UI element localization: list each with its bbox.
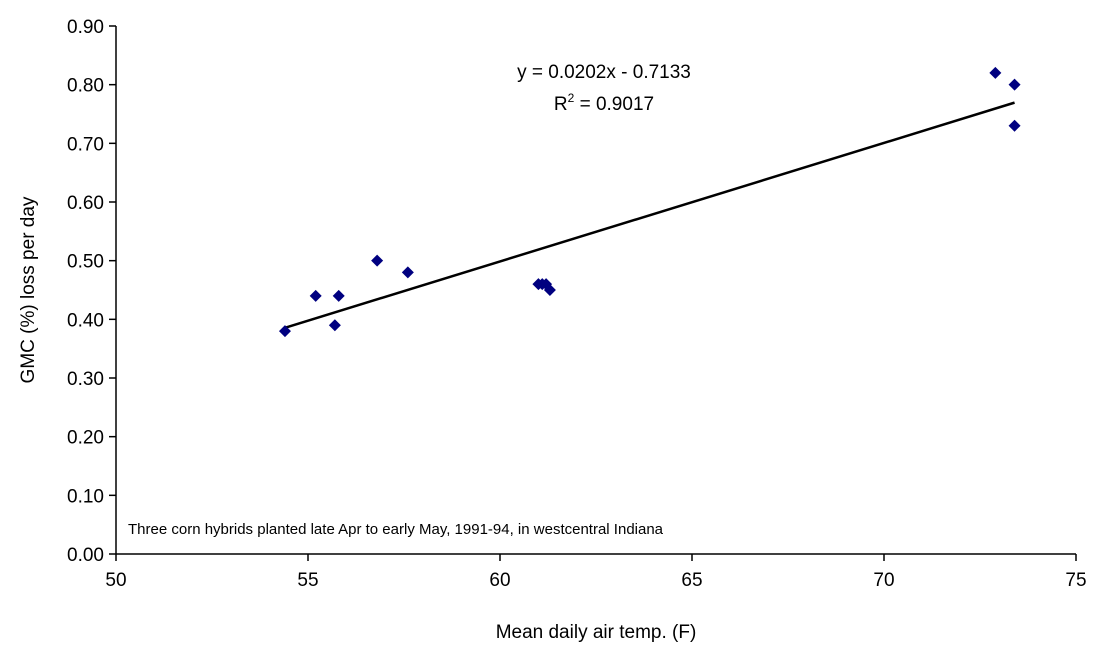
x-tick-label: 55 — [297, 570, 318, 591]
x-tick-label: 65 — [681, 570, 702, 591]
y-tick-label: 0.60 — [67, 193, 104, 214]
x-tick-label: 50 — [105, 570, 126, 591]
y-tick-label: 0.20 — [67, 428, 104, 449]
x-tick-label: 70 — [873, 570, 894, 591]
x-tick-label: 75 — [1065, 570, 1086, 591]
data-point — [1008, 119, 1021, 132]
y-tick-label: 0.10 — [67, 486, 104, 507]
data-point — [989, 66, 1002, 79]
y-tick-label: 0.70 — [67, 134, 104, 155]
chart-note: Three corn hybrids planted late Apr to e… — [128, 521, 664, 538]
data-point — [1008, 78, 1021, 91]
data-point — [309, 289, 322, 302]
y-tick-label: 0.40 — [67, 310, 104, 331]
trendline-equation: y = 0.0202x - 0.7133 — [517, 62, 691, 83]
x-tick-label: 60 — [489, 570, 510, 591]
y-tick-label: 0.80 — [67, 76, 104, 97]
data-point — [371, 254, 384, 267]
y-tick-label: 0.90 — [67, 17, 104, 38]
data-point — [278, 325, 291, 338]
r-squared-label: R2 = 0.9017 — [554, 91, 654, 115]
y-ticks: 0.00 0.10 0.20 0.30 0.40 0.50 0.60 0.70 0.80 0.90 — [67, 17, 116, 566]
data-point — [543, 284, 556, 296]
y-tick-label: 0.50 — [67, 252, 104, 273]
trendline — [284, 101, 1015, 329]
x-ticks: 50 55 60 65 70 75 — [105, 554, 1087, 591]
y-axis-title: GMC (%) loss per day — [18, 196, 39, 383]
x-axis-title: Mean daily air temp. (F) — [496, 622, 697, 643]
data-point — [332, 289, 345, 302]
y-tick-label: 0.30 — [67, 369, 104, 390]
axes — [115, 26, 1076, 555]
data-point — [401, 266, 414, 279]
y-tick-label: 0.00 — [67, 545, 104, 566]
data-points — [278, 66, 1021, 338]
data-point — [328, 319, 341, 332]
